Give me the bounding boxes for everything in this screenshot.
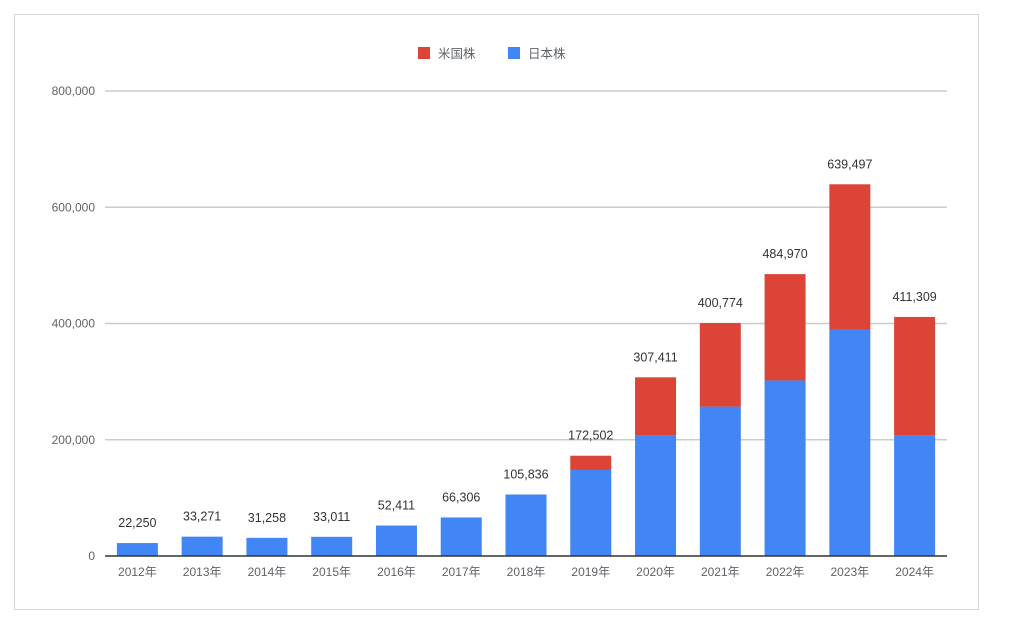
x-tick-label: 2018年 bbox=[507, 565, 546, 579]
x-tick-label: 2022年 bbox=[766, 565, 805, 579]
bar-segment bbox=[829, 330, 870, 556]
gridlines bbox=[105, 91, 947, 440]
bar-segment bbox=[246, 538, 287, 556]
x-tick-label: 2020年 bbox=[636, 565, 675, 579]
bar-segment bbox=[829, 184, 870, 330]
x-tick-label: 2014年 bbox=[248, 565, 287, 579]
y-tick-label: 0 bbox=[88, 549, 95, 563]
bar-segment bbox=[570, 456, 611, 470]
bar-segment bbox=[117, 543, 158, 556]
total-label: 105,836 bbox=[503, 467, 548, 481]
bars bbox=[117, 184, 935, 556]
bar-segment bbox=[765, 274, 806, 380]
x-tick-label: 2015年 bbox=[312, 565, 351, 579]
total-label: 172,502 bbox=[568, 429, 613, 443]
bar-segment bbox=[765, 380, 806, 556]
bar-segment bbox=[506, 494, 547, 556]
x-tick-label: 2023年 bbox=[830, 565, 869, 579]
bar-segment bbox=[700, 407, 741, 556]
y-axis: 0 200,000 400,000 600,000 800,000 bbox=[52, 84, 96, 563]
bar-segment bbox=[570, 470, 611, 556]
x-tick-label: 2024年 bbox=[895, 565, 934, 579]
total-label: 400,774 bbox=[698, 296, 743, 310]
legend-swatch bbox=[508, 47, 520, 59]
bar-segment bbox=[182, 537, 223, 556]
x-tick-label: 2017年 bbox=[442, 565, 481, 579]
total-label: 33,271 bbox=[183, 510, 221, 524]
legend: 米国株 日本株 bbox=[418, 46, 566, 61]
chart-frame: 米国株 日本株 0 200,000 400,000 600,000 800,000 22,… bbox=[14, 14, 979, 610]
legend-label: 日本株 bbox=[528, 46, 566, 61]
stacked-bar-chart: 米国株 日本株 0 200,000 400,000 600,000 800,000 22,… bbox=[15, 15, 980, 611]
x-tick-label: 2021年 bbox=[701, 565, 740, 579]
total-label: 411,309 bbox=[892, 290, 936, 304]
y-tick-label: 600,000 bbox=[52, 200, 96, 214]
x-axis: 2012年 2013年 2014年 2015年 2016年 2017年 2018年 2019年… bbox=[105, 556, 947, 579]
bar-segment bbox=[635, 377, 676, 435]
total-label: 66,306 bbox=[442, 490, 480, 504]
total-label: 33,011 bbox=[313, 510, 350, 524]
total-label: 639,497 bbox=[827, 157, 872, 171]
legend-swatch bbox=[418, 47, 430, 59]
y-tick-label: 400,000 bbox=[52, 317, 96, 331]
legend-label: 米国株 bbox=[438, 46, 476, 61]
x-tick-label: 2012年 bbox=[118, 565, 157, 579]
total-label: 31,258 bbox=[248, 511, 286, 525]
bar-segment bbox=[894, 436, 935, 556]
bar-segment bbox=[700, 323, 741, 407]
legend-item: 米国株 bbox=[418, 46, 476, 61]
bar-segment bbox=[635, 436, 676, 556]
bar-segment bbox=[441, 517, 482, 556]
y-tick-label: 200,000 bbox=[52, 433, 96, 447]
total-label: 52,411 bbox=[378, 499, 415, 513]
x-tick-label: 2019年 bbox=[571, 565, 610, 579]
y-tick-label: 800,000 bbox=[52, 84, 96, 98]
bar-segment bbox=[376, 526, 417, 556]
legend-item: 日本株 bbox=[508, 46, 566, 61]
x-tick-label: 2013年 bbox=[183, 565, 222, 579]
x-tick-label: 2016年 bbox=[377, 565, 416, 579]
total-label: 484,970 bbox=[762, 247, 807, 261]
bar-segment bbox=[894, 317, 935, 436]
total-label: 22,250 bbox=[118, 516, 156, 530]
total-label: 307,411 bbox=[633, 350, 677, 364]
data-labels: 22,250 33,271 31,258 33,011 52,411 66,306 105,… bbox=[118, 157, 937, 530]
bar-segment bbox=[311, 537, 352, 556]
